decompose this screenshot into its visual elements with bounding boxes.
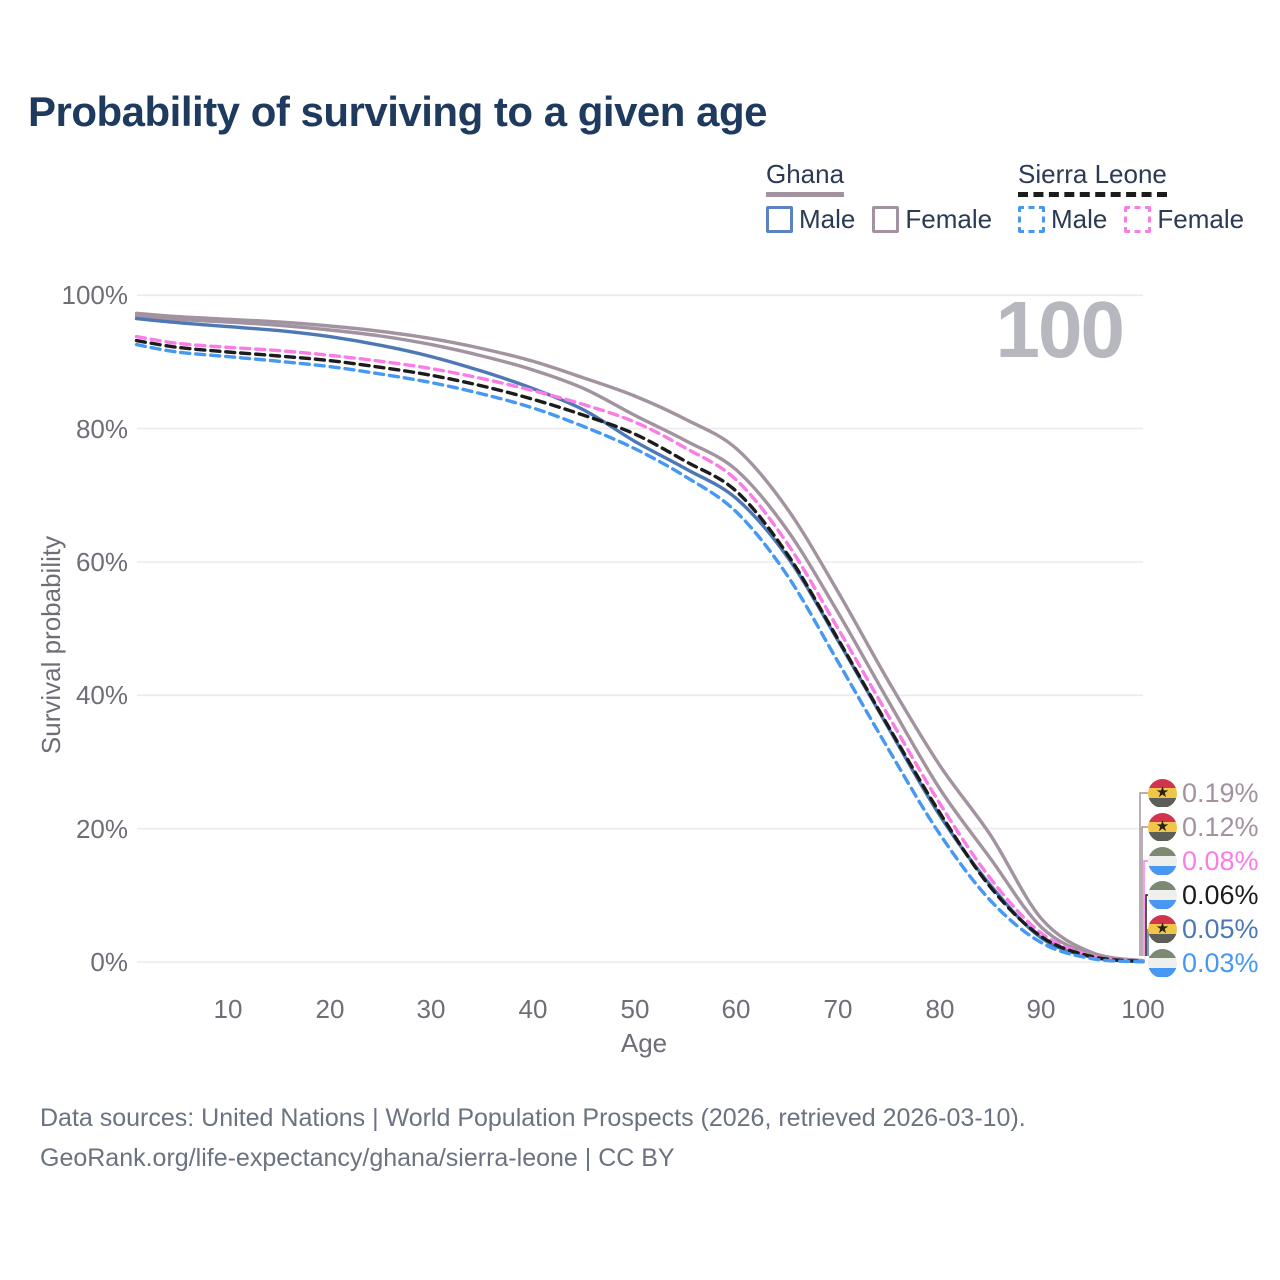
legend-item-label: Female bbox=[1157, 204, 1245, 235]
legend-items-row: Male Female bbox=[766, 204, 993, 235]
line-sierra-leone-overall[interactable] bbox=[134, 338, 1145, 964]
end-value-sierra-leone-female: 0.08% bbox=[1182, 846, 1259, 876]
flag-stripe bbox=[1148, 967, 1177, 978]
legend-checkbox-male[interactable] bbox=[1018, 205, 1045, 233]
end-value-ghana-male: 0.05% bbox=[1182, 914, 1259, 944]
ghana-flag-icon: ★ bbox=[1148, 914, 1177, 944]
legend-checkbox-female[interactable] bbox=[1124, 205, 1152, 233]
end-value-sierra-leone-male: 0.03% bbox=[1182, 948, 1259, 978]
connector-ghana-female bbox=[1139, 792, 1148, 956]
x-tick-label: 100 bbox=[1121, 994, 1165, 1024]
end-label-ghana-female: ★ 0.19% bbox=[1148, 777, 1259, 809]
flag-stripe bbox=[1148, 831, 1177, 842]
age-counter-watermark: 100 bbox=[995, 285, 1125, 374]
y-tick-label: 60% bbox=[75, 547, 128, 577]
flag-star: ★ bbox=[1155, 783, 1170, 801]
x-tick-label: 90 bbox=[1026, 994, 1056, 1024]
y-tick-label: 0% bbox=[90, 947, 128, 977]
sierra-leone-flag-icon bbox=[1148, 846, 1177, 876]
footer-attribution: GeoRank.org/life-expectancy/ghana/sierra… bbox=[40, 1144, 675, 1172]
y-tick-label: 20% bbox=[75, 814, 128, 844]
flag-stripe bbox=[1148, 778, 1177, 789]
x-tick-label: 60 bbox=[721, 994, 751, 1024]
flag-stripe bbox=[1148, 812, 1177, 823]
flag-stripe bbox=[1148, 846, 1177, 857]
legend-checkbox-male[interactable] bbox=[766, 205, 793, 233]
x-tick-label: 10 bbox=[213, 994, 243, 1024]
legend-item-label: Male bbox=[1051, 204, 1108, 235]
legend-items-row: Male Female bbox=[1018, 204, 1245, 235]
connector-sierra-leone-overall bbox=[1145, 894, 1148, 956]
x-axis-title: Age bbox=[620, 1028, 668, 1058]
legend-item-ghana-male[interactable]: Male bbox=[766, 204, 856, 235]
flag-star: ★ bbox=[1155, 919, 1170, 937]
line-ghana-overall[interactable] bbox=[134, 314, 1145, 963]
legend-item-sierra-leone-male[interactable]: Male bbox=[1018, 204, 1108, 235]
y-tick-label: 40% bbox=[75, 680, 128, 710]
x-tick-label: 30 bbox=[416, 994, 446, 1024]
connector-sierra-leone-female bbox=[1143, 860, 1148, 956]
x-tick-label: 40 bbox=[518, 994, 548, 1024]
legend-item-sierra-leone-female[interactable]: Female bbox=[1124, 204, 1245, 235]
end-label-sierra-leone-overall: 0.06% bbox=[1148, 879, 1259, 911]
end-value-ghana-overall: 0.12% bbox=[1182, 812, 1259, 842]
x-tick-label: 80 bbox=[925, 994, 955, 1024]
end-label-sierra-leone-male: 0.03% bbox=[1148, 947, 1259, 979]
end-value-sierra-leone-overall: 0.06% bbox=[1182, 880, 1259, 910]
footer-data-sources: Data sources: United Nations | World Pop… bbox=[40, 1104, 1026, 1132]
end-value-ghana-female: 0.19% bbox=[1182, 778, 1259, 808]
line-sierra-leone-female[interactable] bbox=[134, 334, 1145, 964]
flag-stripe bbox=[1148, 924, 1177, 934]
flag-stripe bbox=[1148, 890, 1177, 900]
y-axis-title: Survival probability bbox=[36, 535, 66, 755]
ghana-flag-icon: ★ bbox=[1148, 812, 1177, 842]
x-tick-label: 20 bbox=[315, 994, 345, 1024]
legend-item-label: Male bbox=[799, 204, 856, 235]
legend-item-ghana-female[interactable]: Female bbox=[872, 204, 993, 235]
flag-stripe bbox=[1148, 822, 1177, 832]
flag-stripe bbox=[1148, 856, 1177, 866]
flag-stripe bbox=[1148, 948, 1177, 959]
flag-stripe bbox=[1148, 797, 1177, 808]
legend-country-label: Sierra Leone bbox=[1018, 160, 1167, 197]
connector-ghana-overall bbox=[1141, 826, 1148, 956]
end-label-ghana-overall: ★ 0.12% bbox=[1148, 811, 1259, 843]
flag-stripe bbox=[1148, 788, 1177, 798]
sierra-leone-flag-icon bbox=[1148, 948, 1177, 978]
line-ghana-female[interactable] bbox=[134, 311, 1145, 963]
legend-item-label: Female bbox=[905, 204, 993, 235]
flag-stripe bbox=[1148, 880, 1177, 891]
sierra-leone-flag-icon bbox=[1148, 880, 1177, 910]
line-sierra-leone-male[interactable] bbox=[134, 342, 1145, 964]
legend-group-ghana: Ghana Male Female bbox=[766, 160, 992, 233]
y-tick-label: 100% bbox=[61, 280, 129, 310]
x-tick-label: 70 bbox=[823, 994, 853, 1024]
y-tick-label: 80% bbox=[75, 414, 128, 444]
flag-stripe bbox=[1148, 865, 1177, 876]
flag-stripe bbox=[1148, 958, 1177, 968]
flag-star: ★ bbox=[1155, 817, 1170, 835]
page-title: Probability of surviving to a given age bbox=[28, 88, 767, 135]
end-label-sierra-leone-female: 0.08% bbox=[1148, 845, 1259, 877]
end-label-ghana-male: ★ 0.05% bbox=[1148, 913, 1259, 945]
flag-stripe bbox=[1148, 933, 1177, 944]
flag-stripe bbox=[1148, 914, 1177, 925]
legend-checkbox-female[interactable] bbox=[872, 205, 900, 233]
legend-group-sierra-leone: Sierra Leone Male Female bbox=[1018, 160, 1244, 233]
ghana-flag-icon: ★ bbox=[1148, 778, 1177, 808]
line-ghana-male[interactable] bbox=[134, 316, 1145, 964]
legend-country-label: Ghana bbox=[766, 160, 845, 197]
flag-stripe bbox=[1148, 899, 1177, 910]
x-tick-label: 50 bbox=[620, 994, 650, 1024]
